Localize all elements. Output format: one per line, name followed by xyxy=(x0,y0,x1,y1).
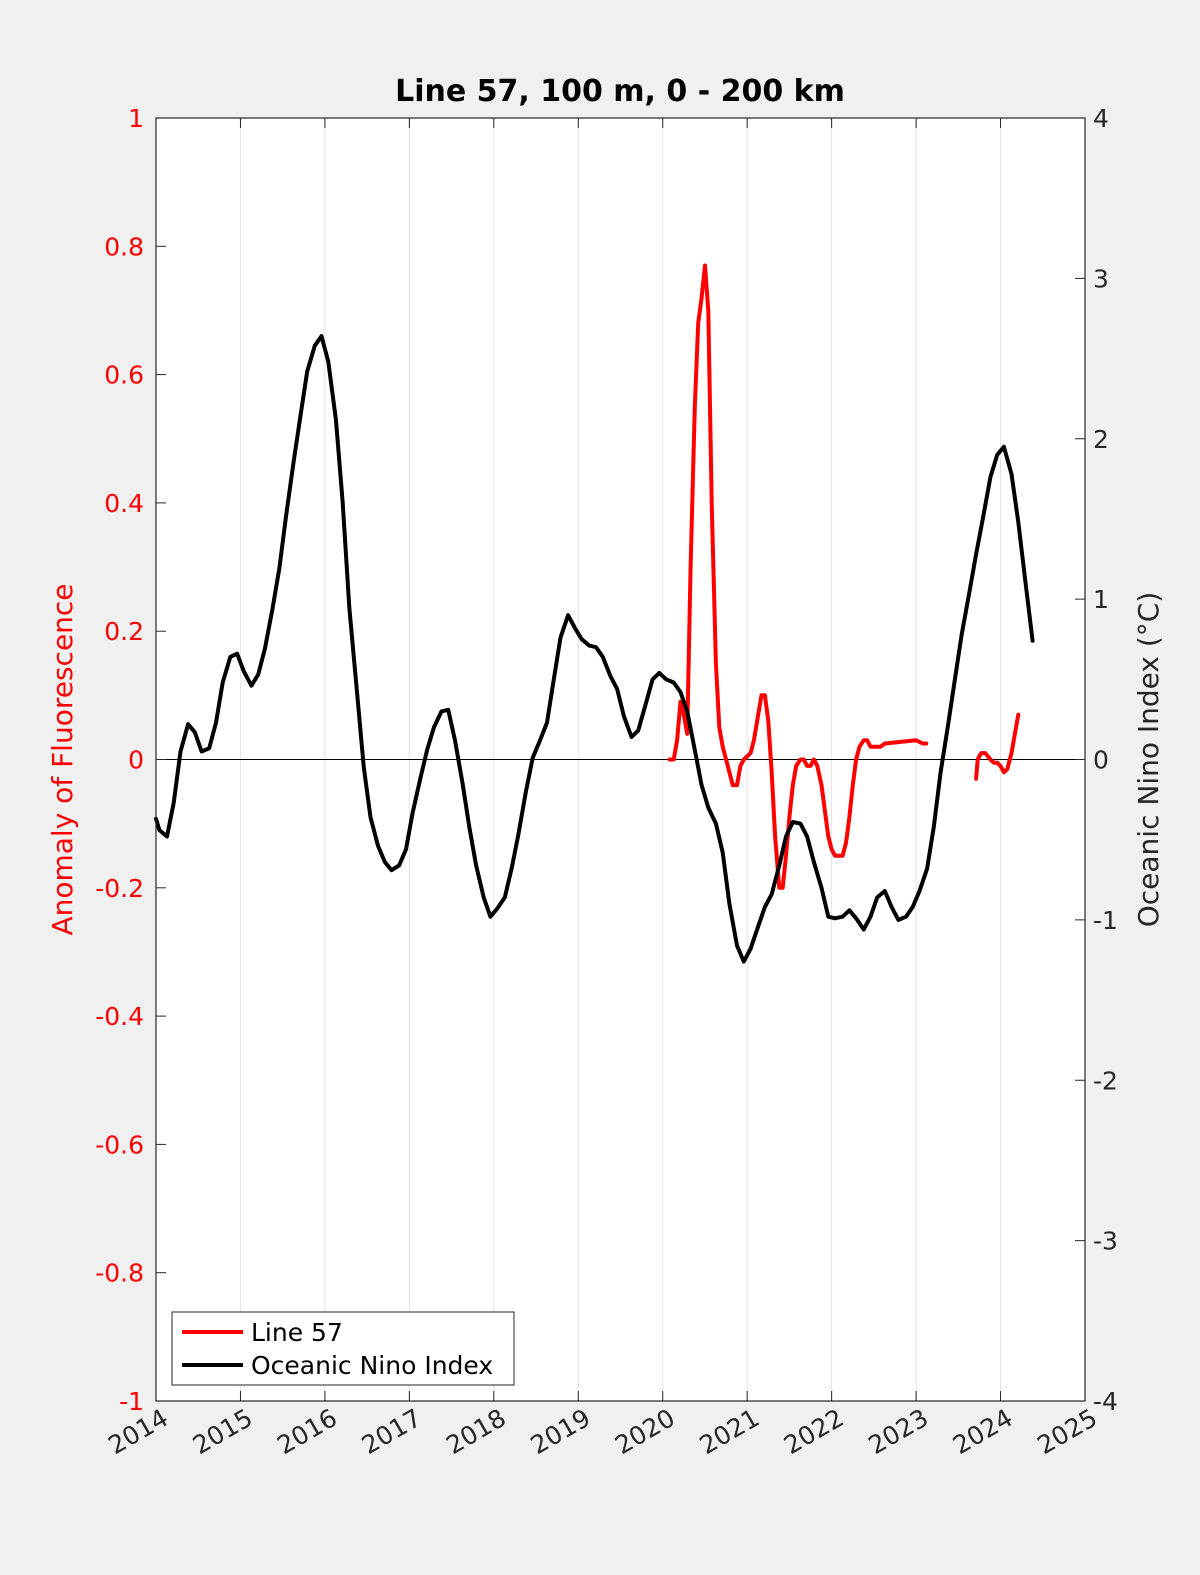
series-line-line-57 xyxy=(974,712,1021,781)
series-line-line-57 xyxy=(667,263,929,890)
y-right-tick-label: 4 xyxy=(1093,104,1109,133)
y-right-tick-label: 1 xyxy=(1093,585,1109,614)
y-left-tick-label: -1 xyxy=(119,1387,144,1416)
y-left-tick-label: 0.8 xyxy=(104,232,144,261)
y-left-tick-label: -0.4 xyxy=(95,1002,144,1031)
y-right-tick-label: -2 xyxy=(1093,1066,1118,1095)
chart-title: Line 57, 100 m, 0 - 200 km xyxy=(395,74,845,109)
y-left-tick-label: 1 xyxy=(128,104,144,133)
legend-label-oni: Oceanic Nino Index xyxy=(251,1351,493,1380)
y-right-tick-label: -3 xyxy=(1093,1227,1118,1256)
y-left-tick-label: -0.6 xyxy=(95,1130,144,1159)
y-left-tick-label: 0.4 xyxy=(104,489,144,518)
y-axis-left-label: Anomaly of Fluorescence xyxy=(46,583,79,935)
legend: Line 57 Oceanic Nino Index xyxy=(171,1311,515,1386)
y-right-tick-label: 2 xyxy=(1093,425,1109,454)
legend-label-line57: Line 57 xyxy=(251,1318,343,1347)
legend-box xyxy=(171,1311,515,1386)
y-right-tick-label: 3 xyxy=(1093,264,1109,293)
y-right-tick-label: -4 xyxy=(1093,1387,1118,1416)
y-left-tick-label: -0.8 xyxy=(95,1259,144,1288)
series-line-oceanic-nino-index xyxy=(154,334,1035,964)
series-layer xyxy=(154,263,1035,964)
y-left-tick-label: 0 xyxy=(128,746,144,775)
y-right-tick-label: -1 xyxy=(1093,906,1118,935)
y-axis-right-label: Oceanic Nino Index (°C) xyxy=(1132,592,1165,928)
y-left-tick-label: 0.2 xyxy=(104,617,144,646)
y-right-tick-label: 0 xyxy=(1093,746,1109,775)
y-left-tick-label: 0.6 xyxy=(104,361,144,390)
y-left-tick-label: -0.2 xyxy=(95,874,144,903)
